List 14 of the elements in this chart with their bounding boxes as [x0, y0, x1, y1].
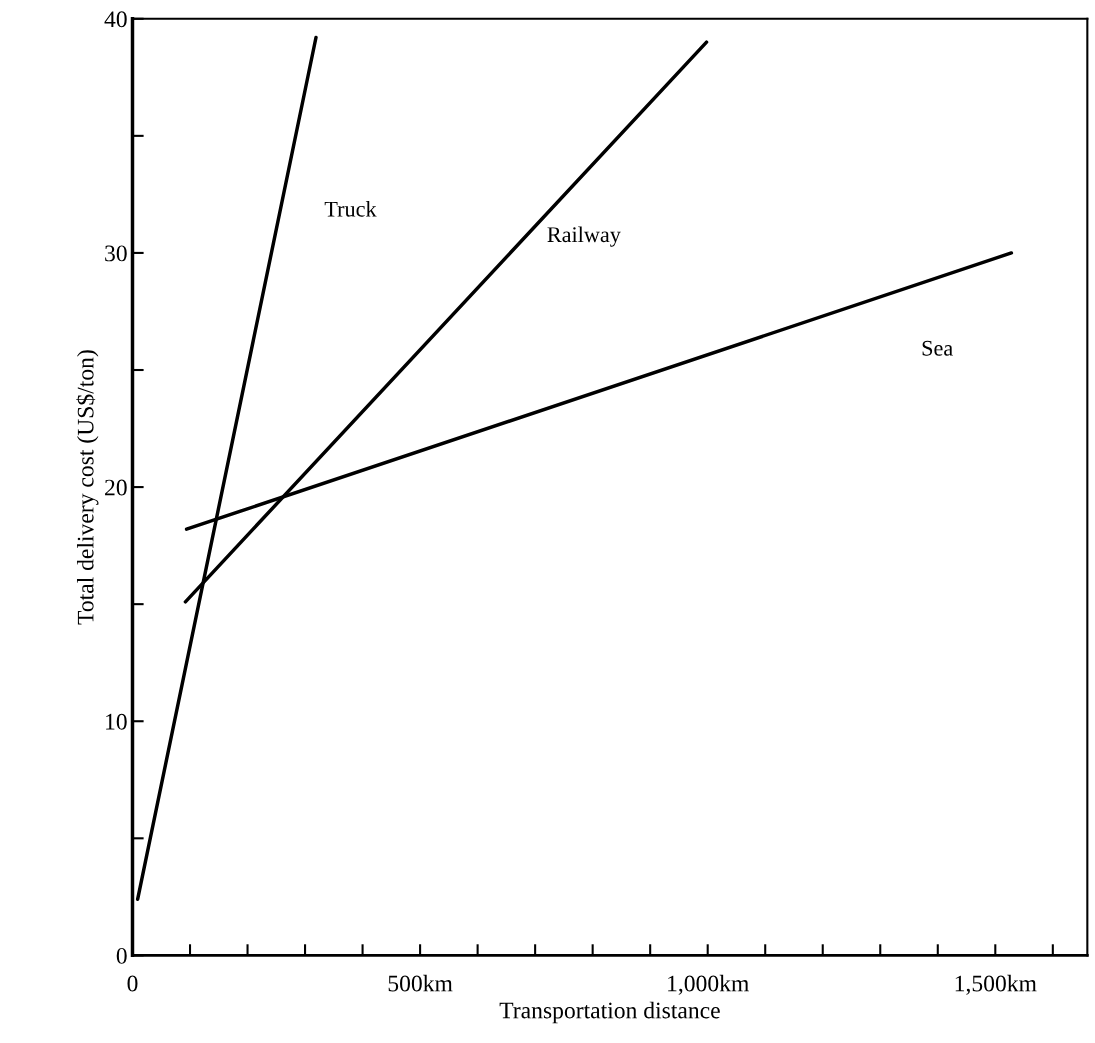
text: Sea [922, 340, 953, 356]
y-axis-title: Total delivery cost (US$/ton) [76, 350, 99, 625]
y-tick-label: 20 [105, 479, 127, 496]
x-tick-label: 0 [127, 975, 138, 992]
x-axis-title: Transportation distance [499, 1001, 720, 1024]
x-tick-label: 1,000km [668, 974, 749, 995]
y-tick-label: 0 [116, 947, 127, 964]
y-tick-label: 10 [106, 713, 127, 730]
series-label: Railway [547, 226, 621, 247]
series-label: Truck [324, 201, 377, 217]
x-tick-label: 500km [388, 974, 453, 992]
x-tick-label: 1,500km [955, 974, 1037, 995]
y-tick-label: 40 [104, 11, 127, 28]
y-tick-label: 30 [105, 245, 127, 262]
